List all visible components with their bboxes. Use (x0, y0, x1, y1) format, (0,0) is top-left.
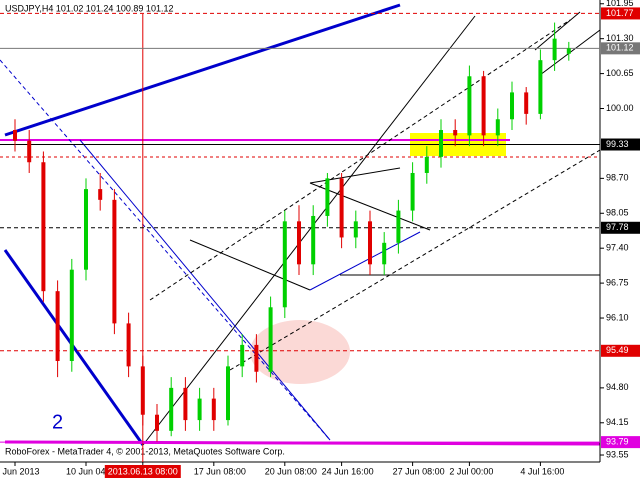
channel-line (149, 19, 571, 301)
y-tick-label: 98.05 (606, 208, 629, 218)
candle-body (41, 162, 46, 292)
candle-body (524, 92, 529, 114)
level-label: 95.49 (606, 345, 629, 355)
y-tick-label: 98.70 (606, 173, 629, 183)
candle-body (282, 221, 287, 308)
x-tick-label: 24 Jun 16:00 (322, 466, 374, 476)
trend-line (4, 3, 401, 137)
level-label-bg (601, 344, 640, 357)
target-zone (250, 320, 350, 384)
level-label-bg (601, 42, 640, 55)
chart-title: USDJPY,H4 101.02 101.24 100.89 101.12 (5, 3, 173, 13)
x-tick-label: 27 Jun 08:00 (393, 466, 445, 476)
y-tick-label: 96.10 (606, 312, 629, 322)
level-label-bg (601, 221, 640, 234)
candle-body (410, 172, 415, 211)
wave-line (309, 167, 401, 184)
x-tick-label: 4 Jul 16:00 (520, 466, 564, 476)
candle-body (339, 178, 344, 238)
footer: RoboForex - MetaTrader 4, © 2001-2013, M… (5, 446, 285, 456)
x-tick-label: 10 Jun 04:00 (66, 466, 118, 476)
analysis-lines (0, 3, 601, 446)
y-tick-label: 93.55 (606, 449, 629, 459)
y-tick-label: 94.80 (606, 382, 629, 392)
candle-body (98, 189, 103, 200)
level-label-bg (601, 436, 640, 449)
level-label: 97.78 (606, 222, 629, 232)
cursor-label-bg (104, 465, 181, 478)
candle-body (325, 178, 330, 216)
candle-body (69, 269, 74, 362)
triangle-line (309, 231, 421, 291)
candle-body (268, 307, 273, 372)
candle-body (13, 130, 17, 141)
channel-line (79, 139, 331, 441)
level-label: 101.77 (606, 8, 634, 18)
candle-body (112, 199, 117, 324)
triangle-line (309, 182, 431, 231)
y-tick-label: 101.30 (606, 33, 634, 43)
candle-body (552, 38, 557, 61)
x-tick-label: 20 Jun 08:00 (265, 466, 317, 476)
level-label: 93.79 (606, 436, 629, 446)
candle-body (538, 60, 543, 114)
candle-body (183, 387, 188, 421)
x-tick-label: 5 Jun 2013 (0, 466, 40, 476)
y-tick-label: 94.15 (606, 417, 629, 427)
level-label: 101.12 (606, 43, 634, 53)
channel-line (229, 149, 601, 371)
candle-body (467, 76, 472, 136)
trend-line (3, 249, 145, 446)
candle-body (566, 48, 571, 54)
candle-body (55, 291, 60, 362)
y-tick-label: 100.65 (606, 68, 634, 78)
triangle-line (189, 239, 311, 291)
y-tick-label: 101.95 (606, 0, 634, 8)
y-tick-label: 96.75 (606, 277, 629, 287)
candle-body (297, 221, 301, 265)
candle-body (140, 366, 145, 415)
candle-body (396, 210, 401, 243)
channel-line (142, 15, 476, 446)
candle-body (311, 215, 316, 265)
candle-body (439, 130, 443, 157)
x-tick-label: 17 Jun 08:00 (194, 466, 246, 476)
wave-line (534, 11, 581, 51)
candle-body (382, 242, 387, 265)
y-tick-label: 100.00 (606, 103, 634, 113)
candle-body (240, 344, 245, 367)
candle-body (368, 221, 372, 265)
candle-body (453, 130, 458, 136)
candle-body (226, 366, 230, 421)
wave-label: 2 (52, 411, 63, 433)
candle-body (481, 76, 486, 136)
candle-body (27, 140, 32, 163)
candle-body (169, 387, 174, 431)
candle-body (155, 414, 159, 431)
level-label: 99.33 (606, 139, 629, 149)
candle-body (84, 189, 88, 270)
candle-body (510, 92, 514, 120)
candle-body (353, 221, 358, 238)
candle-body (495, 119, 500, 136)
candle-body (254, 344, 259, 372)
candle-body (126, 323, 131, 367)
level-label-bg (601, 138, 640, 151)
level-label-bg (601, 7, 640, 20)
candle-body (424, 156, 429, 173)
candle-body (197, 398, 202, 421)
x-tick-label: 2013.06.13 08:00 (108, 466, 178, 476)
y-tick-label: 97.40 (606, 243, 629, 253)
candle-body (211, 398, 216, 421)
x-tick-label: 2 Jul 00:00 (449, 466, 493, 476)
